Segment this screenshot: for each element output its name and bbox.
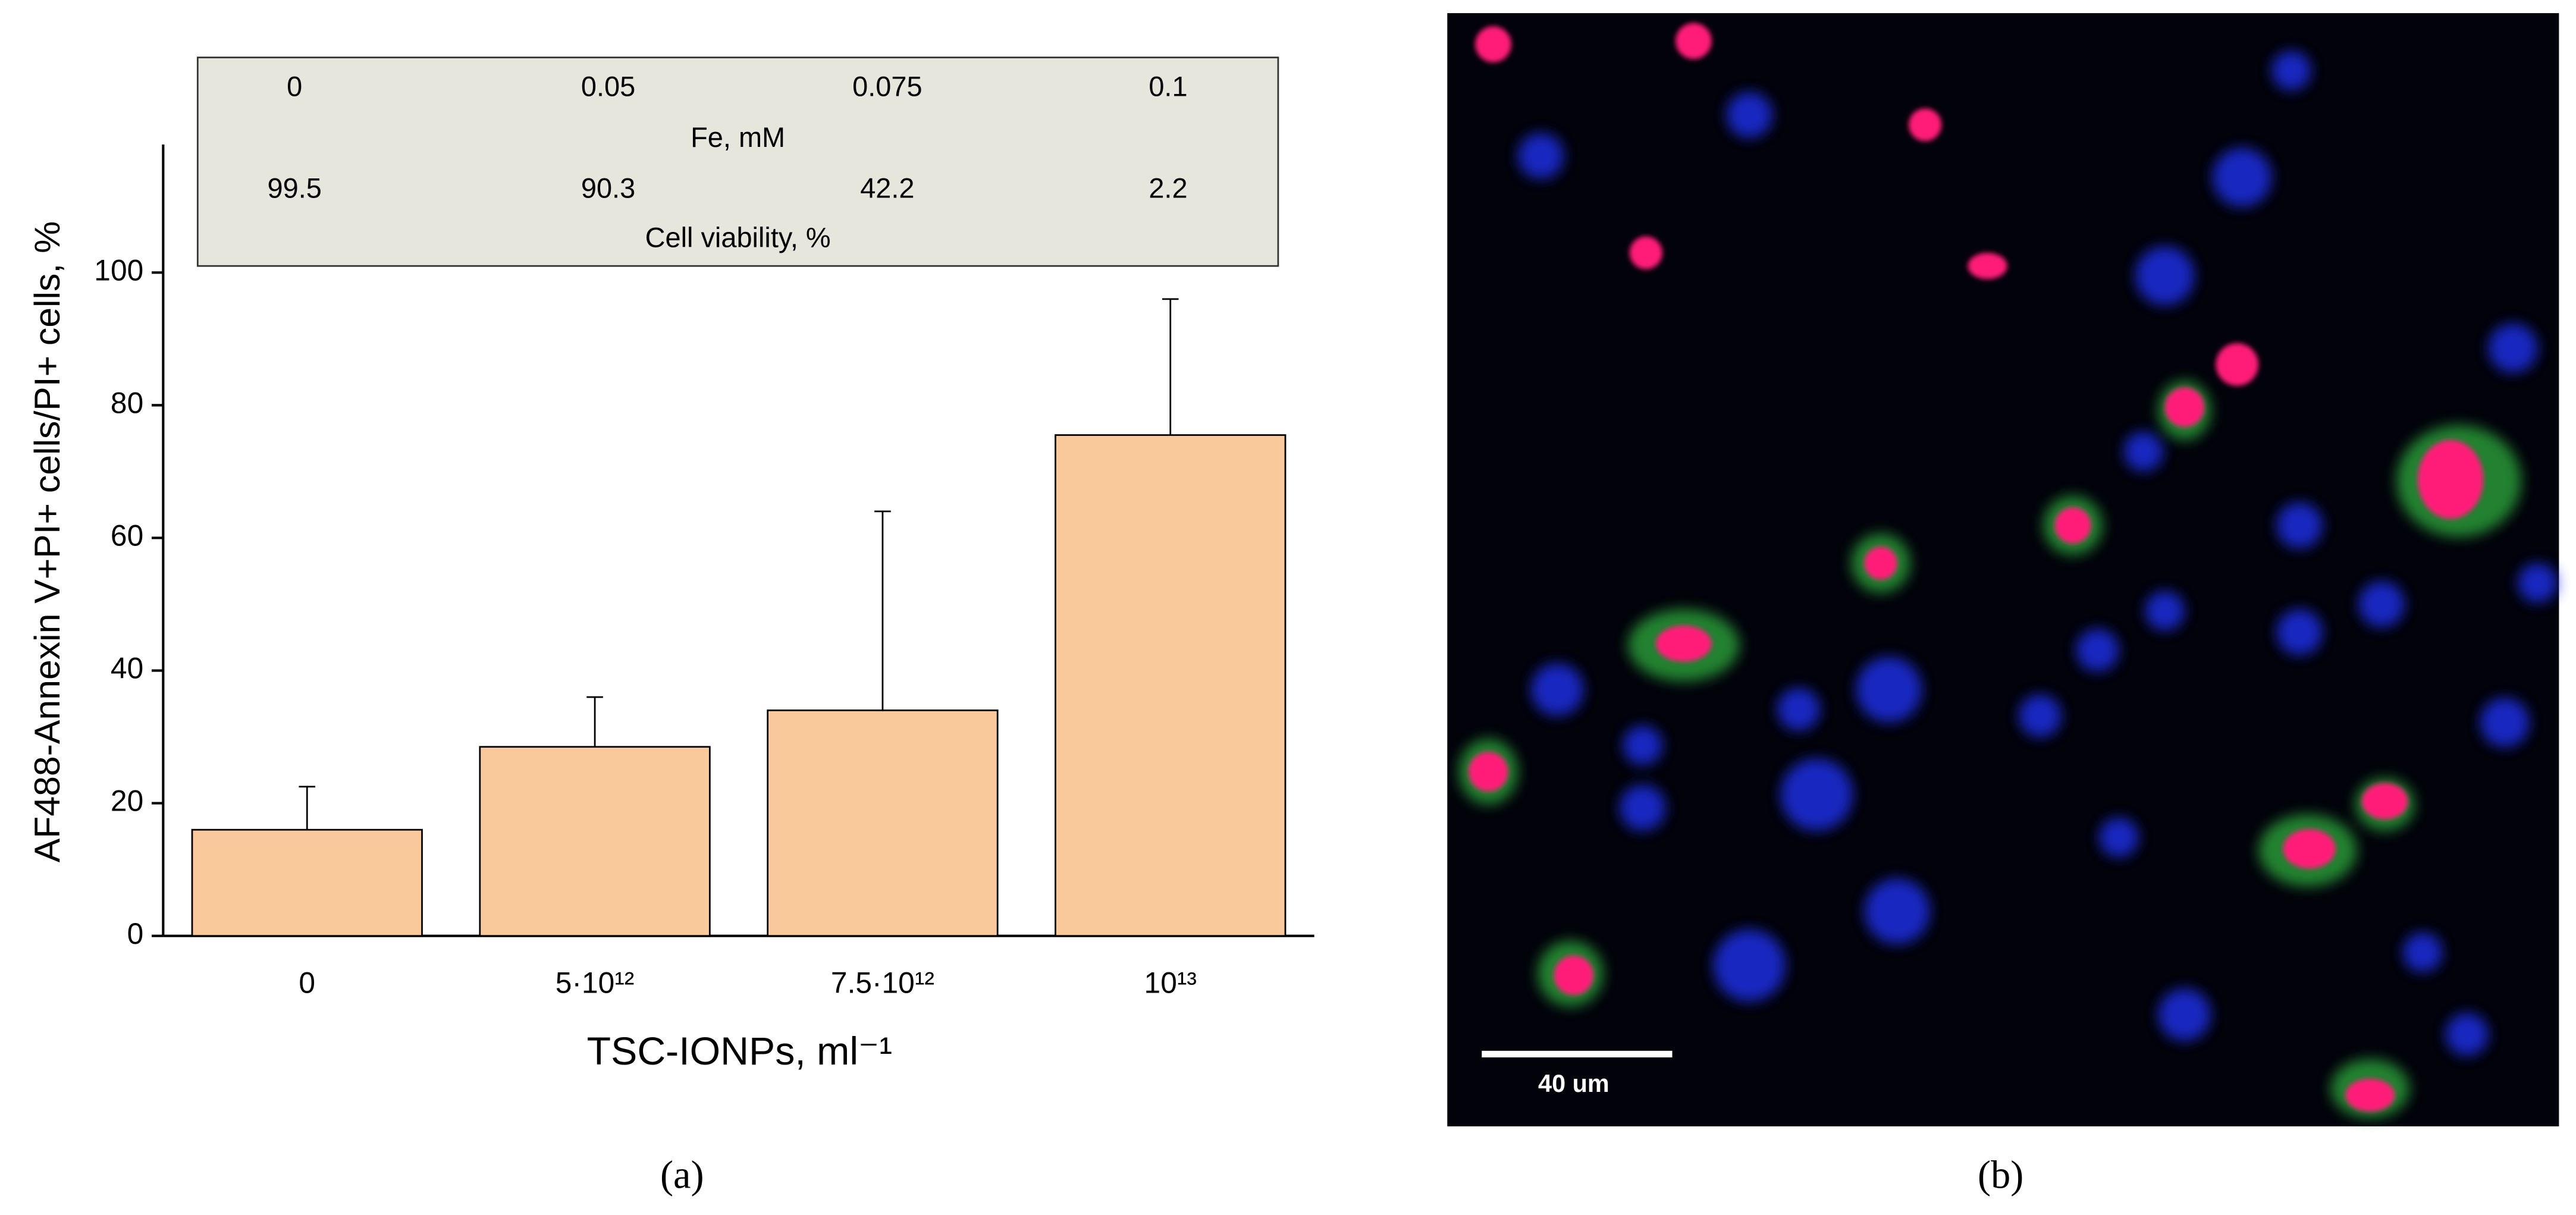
table-cell: 99.5	[268, 173, 322, 204]
table-cell: 2.2	[1149, 173, 1187, 204]
pi-nuclei	[1469, 23, 2484, 1112]
y-tick-label: 60	[111, 519, 143, 552]
table-row-label: Fe, mM	[691, 122, 785, 153]
nuclei	[1518, 51, 2558, 1056]
caption: (b)	[1978, 1153, 2023, 1197]
bar	[767, 709, 999, 937]
table-row-label: Cell viability, %	[645, 222, 831, 253]
bar	[1055, 434, 1287, 937]
bar	[479, 746, 711, 937]
y-tick-label: 20	[111, 784, 143, 818]
x-tick-label: 7.5·10¹²	[831, 966, 934, 1000]
inset-table	[196, 56, 1279, 267]
y-axis-label: AF488-Annexin V+PI+ cells/PI+ cells, %	[27, 221, 67, 862]
caption: (a)	[660, 1153, 704, 1197]
table-cell: 90.3	[581, 173, 635, 204]
y-tick-label: 0	[127, 917, 144, 950]
y-tick-label: 80	[111, 386, 143, 419]
micrograph	[1447, 13, 2559, 1126]
micrograph-b: 40 um (b)	[1447, 13, 2559, 1197]
x-tick-label: 5·10¹²	[556, 966, 635, 1000]
y-tick-label: 40	[111, 652, 143, 685]
x-tick-label: 0	[299, 966, 315, 1000]
bar	[191, 828, 423, 937]
y-tick-label: 100	[94, 253, 143, 287]
chart-a: Fe, mM Cell viability, % AF488-Annexin V…	[27, 56, 1314, 1197]
table-cell: 42.2	[860, 173, 914, 204]
x-tick-label: 10¹³	[1144, 966, 1197, 1000]
x-axis-label: TSC-IONPs, ml⁻¹	[587, 1029, 892, 1073]
table-cell: 0.075	[852, 71, 922, 102]
table-cell: 0.1	[1149, 71, 1187, 102]
table-cell: 0	[287, 71, 302, 102]
scale-bar-label: 40 um	[1538, 1070, 1609, 1097]
table-cell: 0.05	[581, 71, 635, 102]
